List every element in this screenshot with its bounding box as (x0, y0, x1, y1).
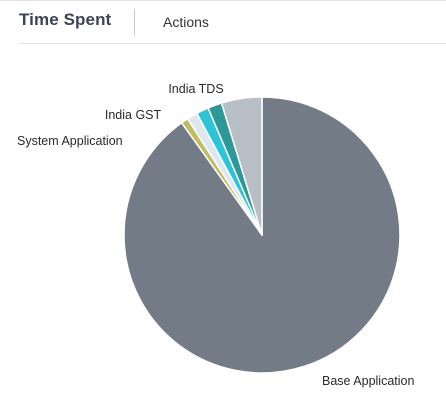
pie-slices (123, 96, 401, 374)
slice-label-india-gst: India GST (105, 108, 162, 122)
slice-label-base-application: Base Application (322, 374, 414, 388)
pie-labels: Base Application India TDS India GST Sys… (17, 82, 414, 388)
slice-label-system-application: System Application (17, 134, 123, 148)
actions-menu[interactable]: Actions (163, 14, 209, 30)
top-border (0, 0, 446, 1)
slice-label-india-tds: India TDS (168, 82, 223, 96)
header-bar: Time Spent Actions (0, 0, 446, 44)
tab-divider (134, 9, 135, 35)
tab-time-spent[interactable]: Time Spent (19, 10, 112, 29)
pie-slice-system-application[interactable] (220, 96, 263, 236)
header-divider (19, 43, 446, 44)
